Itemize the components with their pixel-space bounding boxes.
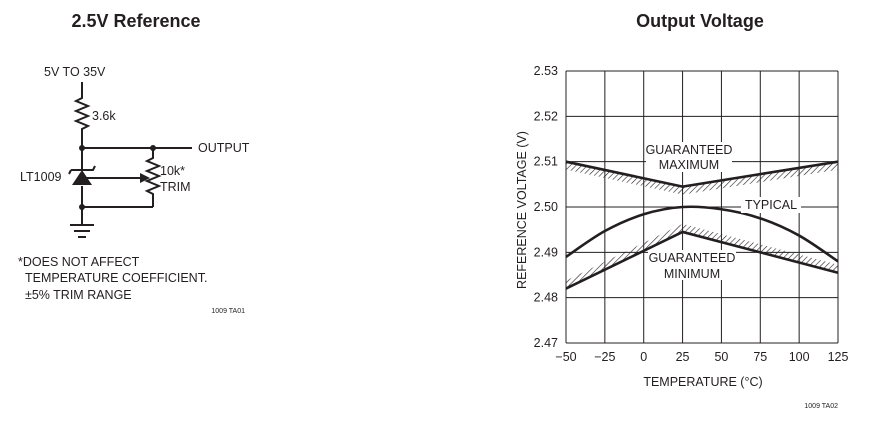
note-line-2: TEMPERATURE COEFFICIENT. [25,271,207,285]
typical-label-bg [741,197,801,213]
supply-label: 5V TO 35V [44,65,106,79]
y-tick-label: 2.51 [534,155,558,169]
trim-value: 10k* [160,164,185,178]
y-tick-label: 2.49 [534,245,558,259]
circuit-diagram: 2.5V Reference 5V TO 35V 3.6k OUTPUT LT1… [18,11,250,315]
x-tick-label: 75 [753,350,767,364]
x-axis-label: TEMPERATURE (°C) [643,375,762,389]
max-label-bg [646,142,732,172]
supply-wire [73,82,91,148]
circuit-figure-id: 1009 TA01 [211,308,245,315]
max-label-line-2: MAXIMUM [659,158,719,172]
ic-label: LT1009 [20,170,62,184]
y-tick-label: 2.50 [534,200,558,214]
min-label-line-1: GUARANTEED [649,251,736,265]
x-tick-label: 100 [789,350,810,364]
resistor-label: 3.6k [92,109,116,123]
x-tick-label: −25 [594,350,615,364]
min-label-line-2: MINIMUM [664,267,720,281]
max-limit-hatch [566,161,838,195]
y-tick-label: 2.52 [534,109,558,123]
x-tick-label: 125 [828,350,849,364]
zener-bar [68,165,96,175]
wiper-arrow-icon [140,173,150,183]
trim-label: TRIM [160,180,191,194]
chart-figure-id: 1009 TA02 [804,403,838,410]
max-label-line-1: GUARANTEED [646,143,733,157]
guaranteed-minimum-line [565,230,839,290]
typical-curve [565,205,839,263]
x-tick-label: 25 [676,350,690,364]
circuit-title: 2.5V Reference [71,11,200,31]
note-line-3: ±5% TRIM RANGE [25,288,132,302]
ground-icon [70,224,94,238]
x-tick-label: −50 [555,350,576,364]
x-tick-label: 0 [640,350,647,364]
node-bottom [79,204,85,210]
y-tick-label: 2.53 [534,64,558,78]
note-line-1: *DOES NOT AFFECT [18,255,140,269]
output-label: OUTPUT [198,141,250,155]
min-label-bg [648,250,736,280]
y-tick-label: 2.48 [534,291,558,305]
typical-label: TYPICAL [745,198,797,212]
x-tick-label: 50 [714,350,728,364]
y-tick-label: 2.47 [534,336,558,350]
y-axis-label: REFERENCE VOLTAGE (V) [515,131,529,289]
chart-title: Output Voltage [636,11,764,31]
guaranteed-maximum-line [565,160,839,188]
trim-pot [144,148,162,207]
